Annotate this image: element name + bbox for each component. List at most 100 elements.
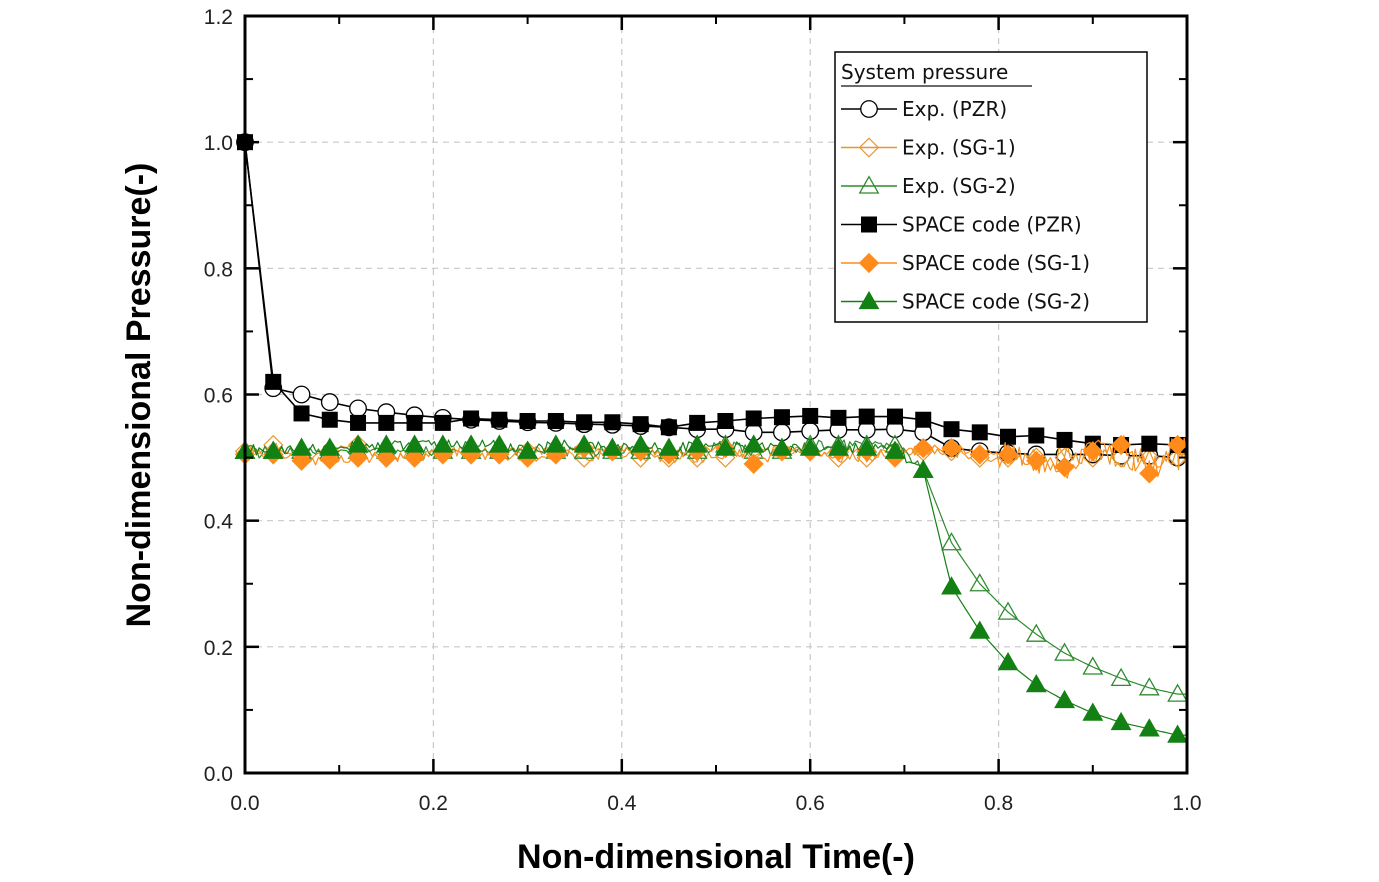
data-point [378, 414, 395, 431]
y-axis-title: Non-dimensional Pressure(-) [120, 163, 158, 628]
data-point [658, 437, 680, 456]
data-point [604, 414, 621, 431]
y-tick-label: 0.0 [204, 763, 233, 786]
data-point [1167, 434, 1188, 456]
x-axis-title: Non-dimensional Time(-) [517, 838, 915, 876]
data-point [291, 450, 312, 471]
data-point [1167, 683, 1189, 702]
legend-marker [858, 175, 880, 194]
data-point [858, 408, 875, 425]
data-point [320, 393, 339, 411]
legend-marker [858, 252, 880, 274]
y-tick-label: 1.0 [204, 132, 233, 155]
data-point [519, 412, 536, 429]
data-point [717, 412, 734, 429]
data-point [1082, 441, 1103, 462]
data-point [913, 437, 934, 459]
data-point [1110, 667, 1132, 686]
data-point [799, 437, 821, 456]
data-point [292, 385, 311, 404]
legend-label: SPACE code (PZR) [902, 213, 1082, 237]
data-point [321, 411, 338, 428]
data-point [576, 414, 593, 431]
data-point [1139, 463, 1160, 484]
x-tick-label: 0.0 [230, 792, 259, 815]
data-point [1054, 642, 1075, 661]
data-point [912, 459, 934, 478]
axes [243, 14, 1189, 775]
x-tick-label: 0.8 [984, 792, 1013, 815]
y-tick-label: 0.8 [204, 258, 233, 281]
data-point [828, 437, 849, 456]
data-point [884, 440, 906, 459]
data-point [265, 373, 282, 390]
legend: System pressure Exp. (PZR) Exp. (SG-1) Exp.… [834, 51, 1148, 323]
x-tick-label: 1.0 [1172, 792, 1201, 815]
data-point [943, 421, 960, 438]
legend-label: Exp. (PZR) [902, 97, 1007, 121]
data-point [432, 434, 454, 453]
data-point [771, 437, 793, 456]
data-point [971, 424, 988, 441]
y-tick-label: 0.2 [204, 637, 233, 660]
legend-marker [860, 100, 878, 118]
data-point [547, 412, 564, 429]
data-point [404, 447, 425, 468]
data-point [1028, 427, 1045, 444]
data-point [997, 601, 1019, 620]
data-point [1110, 711, 1132, 731]
data-point [1025, 623, 1047, 642]
series-line [244, 439, 1187, 695]
x-tick-label: 0.2 [419, 792, 448, 815]
data-point [491, 411, 508, 428]
data-point [1141, 435, 1158, 452]
data-point [1110, 434, 1132, 456]
data-point [545, 434, 567, 453]
series-layer [234, 133, 1189, 743]
data-point [1138, 718, 1160, 737]
legend-marker [861, 216, 877, 233]
data-point [404, 434, 425, 453]
data-point [1082, 702, 1104, 721]
data-point [1167, 724, 1189, 743]
data-point [1026, 450, 1047, 471]
data-point [349, 399, 367, 418]
legend-marker [858, 137, 880, 158]
data-point [997, 651, 1019, 671]
legend-item: SPACE code (SG-2) [841, 290, 1090, 314]
data-point [1054, 689, 1075, 709]
legend-label: SPACE code (SG-1) [902, 251, 1090, 275]
data-point [689, 414, 706, 431]
data-point [434, 414, 451, 431]
legend-item: Exp. (SG-2) [841, 174, 1016, 198]
data-point [969, 620, 991, 639]
data-point [773, 409, 790, 426]
data-point [601, 437, 623, 456]
legend-marker [858, 290, 880, 310]
data-point [941, 532, 962, 551]
data-point [488, 434, 510, 453]
legend-label: Exp. (SG-1) [902, 136, 1016, 160]
data-point [573, 434, 595, 453]
y-tick-label: 1.2 [204, 6, 233, 29]
data-point [460, 434, 482, 453]
legend-label: Exp. (SG-2) [902, 174, 1016, 198]
data-point [941, 437, 962, 459]
data-point [1138, 677, 1160, 696]
data-point [745, 410, 762, 427]
data-point [1025, 674, 1047, 693]
legend-box [834, 51, 1148, 323]
y-tick-label: 0.6 [204, 385, 233, 408]
legend-label: SPACE code (SG-2) [902, 290, 1090, 314]
data-point [262, 440, 284, 459]
data-point [830, 409, 847, 426]
series-exp-sg-2 [234, 434, 1189, 702]
data-point [1056, 431, 1073, 448]
series-space-code-sg-2 [234, 434, 1189, 743]
legend-item: Exp. (PZR) [841, 97, 1007, 121]
x-tick-label: 0.6 [796, 792, 825, 815]
data-point [291, 437, 312, 456]
data-point [1082, 656, 1104, 675]
data-point [969, 444, 990, 465]
